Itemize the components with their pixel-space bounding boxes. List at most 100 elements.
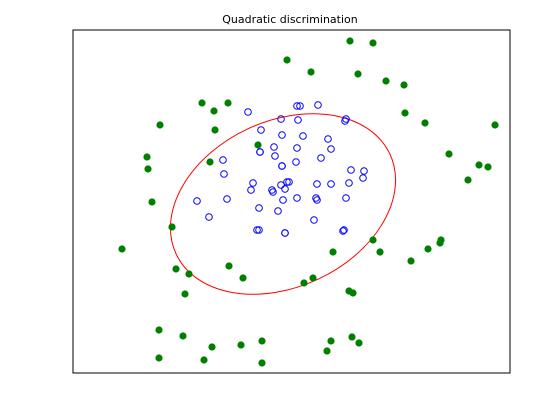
- blue-open-point-53: [281, 229, 289, 237]
- green-filled-point-42: [155, 326, 163, 334]
- green-filled-point-45: [237, 341, 245, 349]
- green-filled-point-48: [327, 337, 335, 345]
- blue-open-point-36: [269, 188, 277, 196]
- blue-open-point-42: [342, 194, 350, 202]
- blue-open-point-22: [278, 162, 286, 170]
- green-filled-point-52: [258, 359, 266, 367]
- green-filled-point-8: [210, 107, 218, 115]
- green-filled-point-21: [475, 161, 483, 169]
- blue-open-point-11: [270, 143, 278, 151]
- green-filled-point-33: [172, 265, 180, 273]
- green-filled-point-18: [144, 165, 152, 173]
- blue-open-point-26: [247, 186, 255, 194]
- blue-open-point-19: [271, 152, 279, 160]
- green-filled-point-1: [369, 39, 377, 47]
- blue-open-point-52: [255, 226, 263, 234]
- green-filled-point-50: [355, 339, 363, 347]
- decision-boundary-ellipse: [169, 113, 397, 295]
- green-filled-point-40: [349, 289, 357, 297]
- green-filled-point-6: [400, 81, 408, 89]
- green-filled-point-24: [168, 223, 176, 231]
- blue-open-point-47: [255, 204, 263, 212]
- blue-open-point-23: [292, 158, 300, 166]
- blue-open-point-34: [359, 174, 367, 182]
- blue-open-point-5: [294, 116, 302, 124]
- green-filled-point-25: [118, 245, 126, 253]
- blue-open-point-29: [283, 178, 291, 186]
- blue-open-point-24: [347, 166, 355, 174]
- green-filled-point-20: [464, 176, 472, 184]
- green-filled-point-17: [143, 153, 151, 161]
- green-filled-point-41: [181, 290, 189, 298]
- blue-open-point-28: [277, 181, 285, 189]
- green-filled-point-3: [307, 68, 315, 76]
- blue-open-point-31: [313, 180, 321, 188]
- green-filled-point-34: [185, 270, 193, 278]
- blue-open-point-3: [244, 108, 252, 116]
- green-filled-point-35: [225, 262, 233, 270]
- blue-open-point-17: [219, 156, 227, 164]
- green-filled-point-37: [309, 274, 317, 282]
- green-filled-point-9: [224, 99, 232, 107]
- blue-open-point-21: [220, 170, 228, 178]
- blue-open-point-43: [193, 197, 201, 205]
- chart-title: Quadratic discrimination: [222, 13, 358, 26]
- blue-open-point-16: [327, 145, 335, 153]
- blue-open-point-1: [296, 102, 304, 110]
- blue-open-point-33: [345, 179, 353, 187]
- green-filled-point-22: [484, 163, 492, 171]
- blue-open-point-8: [341, 117, 349, 125]
- green-filled-point-47: [323, 347, 331, 355]
- blue-open-point-37: [281, 185, 289, 193]
- green-filled-point-29: [369, 236, 377, 244]
- green-filled-point-19: [445, 150, 453, 158]
- blue-open-point-14: [293, 144, 301, 152]
- green-filled-point-14: [206, 158, 214, 166]
- green-filled-point-2: [283, 56, 291, 64]
- green-filled-point-23: [148, 198, 156, 206]
- green-filled-point-27: [437, 236, 445, 244]
- green-filled-point-5: [382, 77, 390, 85]
- blue-open-point-10: [299, 132, 307, 140]
- green-filled-point-38: [300, 279, 308, 287]
- blue-open-point-51: [340, 226, 348, 234]
- blue-open-point-2: [314, 101, 322, 109]
- blue-open-point-39: [279, 196, 287, 204]
- blue-open-point-9: [278, 131, 286, 139]
- green-filled-point-43: [179, 332, 187, 340]
- blue-open-point-44: [274, 207, 282, 215]
- green-filled-point-11: [421, 119, 429, 127]
- blue-open-point-18: [256, 148, 264, 156]
- green-filled-point-13: [491, 121, 499, 129]
- green-filled-point-28: [424, 245, 432, 253]
- green-filled-point-36: [239, 274, 247, 282]
- plot-marks: [118, 37, 499, 367]
- blue-open-point-4: [277, 115, 285, 123]
- blue-open-point-25: [360, 167, 368, 175]
- green-filled-point-16: [254, 141, 262, 149]
- green-filled-point-15: [211, 126, 219, 134]
- green-filled-point-51: [200, 356, 208, 364]
- blue-open-point-15: [317, 154, 325, 162]
- blue-open-point-50: [310, 216, 318, 224]
- green-filled-point-10: [401, 109, 409, 117]
- green-filled-point-30: [376, 248, 384, 256]
- blue-open-point-40: [293, 194, 301, 202]
- blue-open-point-54: [339, 227, 347, 235]
- blue-open-point-27: [249, 179, 257, 187]
- blue-open-point-38: [223, 195, 231, 203]
- blue-open-point-48: [253, 226, 261, 234]
- blue-open-point-46: [205, 213, 213, 221]
- green-filled-point-31: [407, 257, 415, 265]
- green-filled-point-44: [208, 343, 216, 351]
- green-filled-point-46: [258, 337, 266, 345]
- green-filled-point-53: [155, 354, 163, 362]
- green-filled-point-49: [348, 333, 356, 341]
- green-filled-point-4: [354, 70, 362, 78]
- plot-area-frame: [72, 29, 511, 374]
- green-filled-point-32: [329, 248, 337, 256]
- blue-open-point-12: [324, 135, 332, 143]
- blue-open-point-45: [313, 196, 321, 204]
- blue-open-point-32: [327, 180, 335, 188]
- green-filled-point-7: [198, 99, 206, 107]
